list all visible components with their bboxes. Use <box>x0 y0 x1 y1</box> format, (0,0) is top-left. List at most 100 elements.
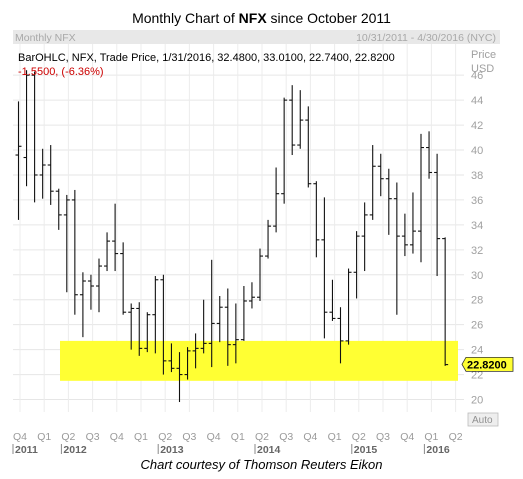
ohlc-bar <box>337 307 344 364</box>
ohlc-bar <box>128 303 135 350</box>
ohlc-bar <box>192 333 199 369</box>
ohlc-bar <box>176 352 183 403</box>
ohlc-bar <box>208 259 215 368</box>
quarter-tick-label: Q3 <box>376 431 390 443</box>
price-tick-label: 38 <box>471 170 483 182</box>
ohlc-bar <box>248 282 255 309</box>
change-line: -1.5500, (-6.36%) <box>18 66 104 78</box>
chart-title: Monthly Chart of NFX since October 2011 <box>0 10 523 26</box>
quarter-tick-label: Q2 <box>61 431 75 443</box>
ohlc-bar <box>321 197 328 339</box>
year-label: 2015 <box>354 444 378 456</box>
quarter-tick-label: Q1 <box>231 431 245 443</box>
ohlc-bar <box>136 302 143 356</box>
quarter-tick-label: Q2 <box>352 431 366 443</box>
ohlc-bar <box>87 274 94 310</box>
ohlc-bar <box>345 268 352 345</box>
ohlc-bar <box>216 295 223 343</box>
price-tick-label: 28 <box>471 295 483 307</box>
header-label: Monthly NFX <box>15 32 76 44</box>
year-label: 2011 <box>15 444 38 456</box>
price-axis-title-price: Price <box>471 49 496 61</box>
price-axis-title-usd: USD <box>471 63 494 75</box>
ohlc-bar <box>361 202 368 272</box>
ohlc-bar <box>96 258 102 313</box>
ohlc-bar <box>369 145 376 220</box>
quarter-tick-label: Q1 <box>37 431 51 443</box>
ohlc-bar <box>385 168 392 235</box>
price-tick-label: 32 <box>471 245 483 257</box>
year-label: 2013 <box>160 444 184 456</box>
quarter-tick-label: Q2 <box>158 431 172 443</box>
ohlc-bar <box>112 203 119 272</box>
ohlc-bar <box>47 145 54 205</box>
quarter-tick-label: Q4 <box>207 431 221 443</box>
quarter-tick-label: Q3 <box>279 431 293 443</box>
auto-button-label: Auto <box>472 415 493 426</box>
ohlc-bar <box>31 71 38 203</box>
last-price-label: 22.8200 <box>467 359 507 371</box>
price-tick-label: 34 <box>471 220 483 232</box>
chart-title-symbol: NFX <box>238 10 267 26</box>
ohlc-bar <box>104 232 111 272</box>
ohlc-bar <box>265 219 272 259</box>
ohlc-bar <box>442 237 449 366</box>
ohlc-bar <box>434 153 441 277</box>
header-strip <box>13 30 500 44</box>
ohlc-bar <box>184 347 191 380</box>
price-tick-label: 30 <box>471 270 483 282</box>
ohlc-bar <box>160 274 167 375</box>
time-axis-strip <box>13 428 464 455</box>
ohlc-bar <box>224 288 231 366</box>
quarter-tick-label: Q4 <box>400 431 414 443</box>
ohlc-bar <box>281 97 288 204</box>
quarter-tick-label: Q4 <box>303 431 317 443</box>
quarter-tick-label: Q1 <box>424 431 438 443</box>
ohlc-bar <box>120 242 127 315</box>
price-tick-label: 42 <box>471 120 483 132</box>
ohlc-bar <box>401 213 408 257</box>
ohlc-bar <box>377 153 384 197</box>
info-line: BarOHLC, NFX, Trade Price, 1/31/2016, 32… <box>18 52 395 64</box>
quarter-tick-label: Q2 <box>255 431 269 443</box>
price-tick-label: 20 <box>471 395 483 407</box>
quarter-tick-label: Q1 <box>134 431 148 443</box>
quarter-tick-label: Q3 <box>86 431 100 443</box>
ohlc-bar <box>152 276 159 354</box>
price-tick-label: 22 <box>471 370 483 382</box>
ohlc-bar <box>39 148 46 199</box>
ohlc-bar <box>289 85 296 156</box>
ohlc-bar <box>329 279 336 321</box>
ohlc-bar <box>426 131 433 179</box>
year-label: 2012 <box>63 444 87 456</box>
chart-title-prefix: Monthly Chart of <box>132 10 239 26</box>
ohlc-bar <box>297 90 304 149</box>
quarter-tick-label: Q4 <box>13 431 27 443</box>
ohlc-bars <box>15 70 449 403</box>
ohlc-bar <box>79 272 86 338</box>
quarter-tick-label: Q2 <box>449 431 463 443</box>
ohlc-bar <box>305 106 312 188</box>
ohlc-bar <box>71 189 78 315</box>
ohlc-bar <box>257 248 263 301</box>
ohlc-bar <box>200 299 207 354</box>
ohlc-bar <box>313 181 320 258</box>
date-range-label: 10/31/2011 - 4/30/2016 (NYC) <box>356 32 496 44</box>
price-tick-label: 44 <box>471 95 483 107</box>
price-tick-label: 46 <box>471 70 483 82</box>
price-tick-label: 40 <box>471 145 483 157</box>
quarter-tick-label: Q4 <box>110 431 124 443</box>
quarter-tick-label: Q3 <box>182 431 196 443</box>
ohlc-bar <box>55 188 62 230</box>
ohlc-bar <box>168 343 175 373</box>
price-tick-label: 26 <box>471 320 483 332</box>
ohlc-bar <box>15 101 22 220</box>
chart-title-suffix: since October 2011 <box>266 10 391 26</box>
highlight-band <box>60 340 458 381</box>
last-price-tag <box>461 356 514 372</box>
year-label: 2014 <box>257 444 281 456</box>
ohlc-bar <box>240 286 247 341</box>
time-axis-ticks: Q4 Q1 Q2 Q3 Q4 Q1 Q2 Q3 Q4 Q1 Q2 Q3 Q4 Q1 Q2 Q3 Q4 Q1 Q220… <box>12 431 463 456</box>
auto-button[interactable] <box>467 412 499 427</box>
